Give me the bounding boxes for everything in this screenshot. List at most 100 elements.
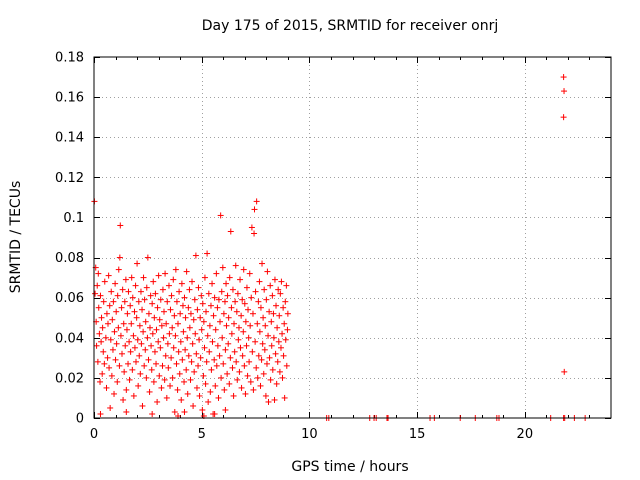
- data-point: [147, 292, 154, 299]
- data-point: [215, 296, 222, 303]
- data-point: [237, 276, 244, 283]
- data-point: [248, 294, 255, 301]
- data-point: [131, 344, 138, 351]
- data-point: [242, 390, 249, 397]
- data-point: [145, 356, 152, 363]
- x-axis-title: GPS time / hours: [291, 459, 408, 475]
- data-point: [125, 360, 132, 367]
- data-point: [262, 322, 269, 329]
- data-point: [265, 332, 272, 339]
- data-point: [97, 378, 104, 385]
- data-point: [113, 340, 120, 347]
- data-point: [190, 316, 197, 323]
- data-point: [158, 322, 165, 329]
- data-point: [140, 328, 147, 335]
- data-point: [270, 310, 277, 317]
- data-point: [201, 344, 208, 351]
- data-point: [274, 358, 281, 365]
- data-point: [140, 274, 147, 281]
- data-point: [98, 314, 105, 321]
- data-point: [128, 274, 135, 281]
- data-point: [173, 360, 180, 367]
- data-point: [282, 336, 289, 343]
- data-point: [191, 296, 198, 303]
- data-point: [121, 298, 128, 305]
- data-point: [276, 312, 283, 319]
- data-point: [155, 272, 162, 279]
- data-point: [106, 364, 113, 371]
- data-point: [247, 378, 254, 385]
- data-point: [159, 362, 166, 369]
- data-point: [108, 372, 115, 379]
- data-point: [248, 224, 255, 231]
- data-point: [119, 350, 126, 357]
- data-point: [149, 410, 156, 417]
- data-point: [132, 282, 139, 289]
- data-point: [232, 262, 239, 269]
- data-point: [160, 334, 167, 341]
- data-point: [116, 254, 123, 261]
- data-point: [165, 282, 172, 289]
- data-point: [254, 374, 261, 381]
- data-point: [137, 370, 144, 377]
- data-point: [175, 348, 182, 355]
- data-point: [152, 290, 159, 297]
- data-point: [217, 318, 224, 325]
- data-point: [251, 206, 258, 213]
- data-point: [240, 266, 247, 273]
- data-point: [249, 348, 256, 355]
- data-point: [210, 312, 217, 319]
- data-point: [148, 342, 155, 349]
- data-point: [283, 362, 290, 369]
- data-point: [173, 298, 180, 305]
- data-point: [253, 364, 260, 371]
- data-point: [221, 386, 228, 393]
- data-point: [225, 340, 232, 347]
- data-points: [91, 74, 589, 421]
- data-point: [128, 320, 135, 327]
- data-point: [124, 310, 131, 317]
- data-point: [276, 368, 283, 375]
- data-point: [172, 332, 179, 339]
- data-point: [203, 308, 210, 315]
- data-point: [247, 322, 254, 329]
- data-point: [185, 304, 192, 311]
- data-point: [121, 368, 128, 375]
- data-point: [211, 410, 218, 417]
- data-point: [139, 402, 146, 409]
- data-point: [259, 260, 266, 267]
- data-point: [180, 328, 187, 335]
- data-point: [201, 274, 208, 281]
- data-point: [149, 300, 156, 307]
- data-point: [211, 294, 218, 301]
- data-point: [122, 342, 129, 349]
- data-point: [184, 334, 191, 341]
- data-point: [162, 270, 169, 277]
- y-tick-label: 0.12: [55, 171, 84, 186]
- data-point: [560, 114, 567, 121]
- data-point: [191, 368, 198, 375]
- data-point: [115, 266, 122, 273]
- data-point: [198, 326, 205, 333]
- data-point: [162, 352, 169, 359]
- data-point: [154, 398, 161, 405]
- data-point: [270, 334, 277, 341]
- data-point: [111, 390, 118, 397]
- data-point: [133, 358, 140, 365]
- data-point: [190, 402, 197, 409]
- data-point: [149, 330, 156, 337]
- data-point: [94, 282, 101, 289]
- data-point: [261, 286, 268, 293]
- data-point: [209, 280, 216, 287]
- data-point: [260, 314, 267, 321]
- data-point: [284, 310, 291, 317]
- data-point: [174, 386, 181, 393]
- data-point: [280, 352, 287, 359]
- data-point: [265, 398, 272, 405]
- data-point: [269, 366, 276, 373]
- data-point: [240, 328, 247, 335]
- data-point: [234, 376, 241, 383]
- data-point: [236, 368, 243, 375]
- data-point: [135, 382, 142, 389]
- data-point: [177, 310, 184, 317]
